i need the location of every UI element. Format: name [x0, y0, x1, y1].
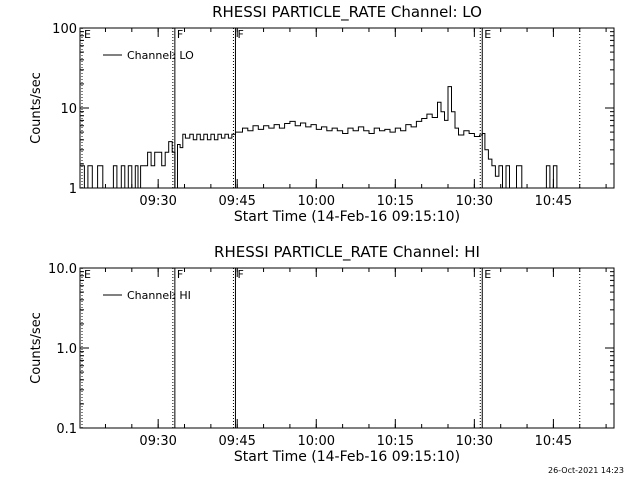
flag-label: F [177, 28, 183, 41]
flag-label: F [237, 268, 243, 281]
legend-entry: Channel: HI [127, 289, 191, 302]
x-tick-label: 10:00 [298, 434, 335, 449]
x-tick-label: 09:45 [218, 194, 255, 209]
x-tick-label: 09:45 [218, 434, 255, 449]
legend-entry: Channel: LO [127, 49, 194, 62]
x-tick-label: 09:30 [139, 434, 176, 449]
y-axis-label: Counts/sec [29, 312, 44, 384]
flag-label: E [84, 28, 91, 41]
y-tick-label: 1.0 [56, 342, 77, 357]
y-tick-label: 10.0 [48, 262, 77, 277]
x-tick-label: 10:30 [456, 434, 493, 449]
x-tick-label: 10:15 [377, 194, 414, 209]
y-axis-label: Counts/sec [29, 72, 44, 144]
flag-label: E [484, 268, 491, 281]
y-tick-label: 10 [60, 102, 77, 117]
chart-title: RHESSI PARTICLE_RATE Channel: HI [214, 243, 480, 262]
chart-panel-0: RHESSI PARTICLE_RATE Channel: LO 1 10 100 09… [29, 3, 615, 225]
flag-label: F [177, 268, 183, 281]
x-tick-label: 10:15 [377, 434, 414, 449]
x-tick-label: 10:00 [298, 194, 335, 209]
x-axis-label: Start Time (14-Feb-16 09:15:10) [234, 209, 460, 225]
y-tick-label: 100 [52, 22, 77, 37]
flag-label: E [84, 268, 91, 281]
chart-title: RHESSI PARTICLE_RATE Channel: LO [212, 3, 482, 22]
flag-label: F [237, 28, 243, 41]
y-tick-label: 1 [69, 182, 77, 197]
footer-timestamp: 26-Oct-2021 14:23 [548, 466, 624, 475]
flag-label: E [484, 28, 491, 41]
x-tick-label: 10:45 [535, 434, 572, 449]
chart-panel-1: RHESSI PARTICLE_RATE Channel: HI 0.1 1.0 10… [29, 243, 615, 465]
x-tick-label: 10:45 [535, 194, 572, 209]
x-tick-label: 09:30 [139, 194, 176, 209]
x-tick-label: 10:30 [456, 194, 493, 209]
series-line-lo [80, 86, 578, 189]
x-axis-label: Start Time (14-Feb-16 09:15:10) [234, 449, 460, 465]
y-tick-label: 0.1 [56, 422, 77, 437]
